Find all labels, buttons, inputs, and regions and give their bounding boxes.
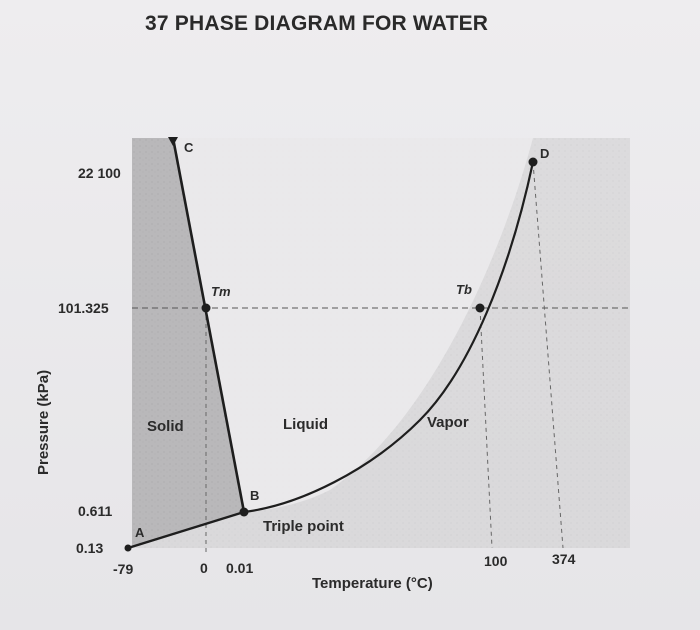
region-solid-label: Solid — [147, 418, 184, 435]
x-tick-001: 0.01 — [226, 560, 253, 576]
chart-title: 37 PHASE DIAGRAM FOR WATER — [145, 12, 489, 35]
solid-region-shade — [132, 138, 244, 548]
point-b-label: B — [250, 488, 259, 503]
point-tb-label: Tb — [456, 282, 472, 297]
y-tick-0611: 0.611 — [78, 503, 112, 519]
point-tm-label: Tm — [211, 284, 231, 299]
guide-d — [532, 161, 564, 549]
point-a-marker — [124, 544, 132, 552]
point-d-marker — [528, 157, 538, 167]
point-c-label: C — [184, 140, 194, 155]
guide-tb — [479, 307, 493, 549]
point-b-marker — [239, 507, 249, 517]
y-tick-101325: 101.325 — [58, 300, 109, 316]
x-tick-0: 0 — [200, 560, 208, 576]
region-liquid-label: Liquid — [283, 416, 328, 433]
sublimation-curve — [127, 510, 245, 550]
y-tick-22100: 22 100 — [78, 165, 121, 181]
triple-point-label: Triple point — [263, 518, 344, 535]
x-tick-374: 374 — [552, 551, 576, 567]
x-tick-100: 100 — [484, 553, 508, 569]
melting-curve — [171, 137, 246, 513]
point-tm-marker — [201, 303, 211, 313]
point-d-label: D — [540, 146, 549, 161]
y-tick-013: 0.13 — [76, 540, 103, 556]
y-axis-label: Pressure (kPa) — [35, 370, 52, 475]
point-a-label: A — [135, 525, 145, 540]
region-vapor-label: Vapor — [427, 414, 469, 431]
vaporization-curve — [243, 161, 535, 514]
x-axis-label: Temperature (°C) — [312, 575, 433, 592]
point-tb-marker — [475, 303, 485, 313]
liquid-region-shade — [173, 138, 533, 512]
x-tick-minus79: -79 — [113, 561, 133, 577]
point-c-marker — [168, 137, 178, 146]
